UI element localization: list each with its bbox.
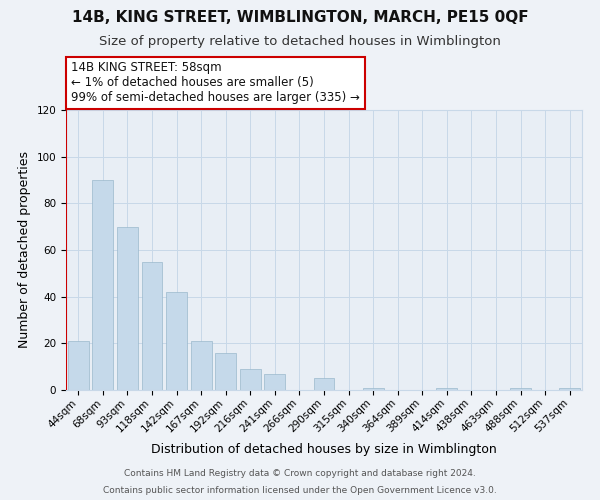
Text: 14B KING STREET: 58sqm
← 1% of detached houses are smaller (5)
99% of semi-detac: 14B KING STREET: 58sqm ← 1% of detached … bbox=[71, 62, 360, 104]
Bar bbox=[142, 262, 163, 390]
Text: 14B, KING STREET, WIMBLINGTON, MARCH, PE15 0QF: 14B, KING STREET, WIMBLINGTON, MARCH, PE… bbox=[71, 10, 529, 25]
Text: Size of property relative to detached houses in Wimblington: Size of property relative to detached ho… bbox=[99, 35, 501, 48]
Bar bbox=[215, 352, 236, 390]
Bar bbox=[92, 180, 113, 390]
Bar bbox=[510, 388, 531, 390]
Bar bbox=[265, 374, 286, 390]
Bar bbox=[191, 341, 212, 390]
Bar bbox=[436, 388, 457, 390]
Text: Contains HM Land Registry data © Crown copyright and database right 2024.: Contains HM Land Registry data © Crown c… bbox=[124, 468, 476, 477]
X-axis label: Distribution of detached houses by size in Wimblington: Distribution of detached houses by size … bbox=[151, 443, 497, 456]
Bar bbox=[166, 292, 187, 390]
Bar bbox=[314, 378, 334, 390]
Bar bbox=[68, 341, 89, 390]
Bar bbox=[559, 388, 580, 390]
Text: Contains public sector information licensed under the Open Government Licence v3: Contains public sector information licen… bbox=[103, 486, 497, 495]
Bar bbox=[240, 369, 261, 390]
Bar bbox=[117, 226, 138, 390]
Bar bbox=[362, 388, 383, 390]
Y-axis label: Number of detached properties: Number of detached properties bbox=[18, 152, 31, 348]
